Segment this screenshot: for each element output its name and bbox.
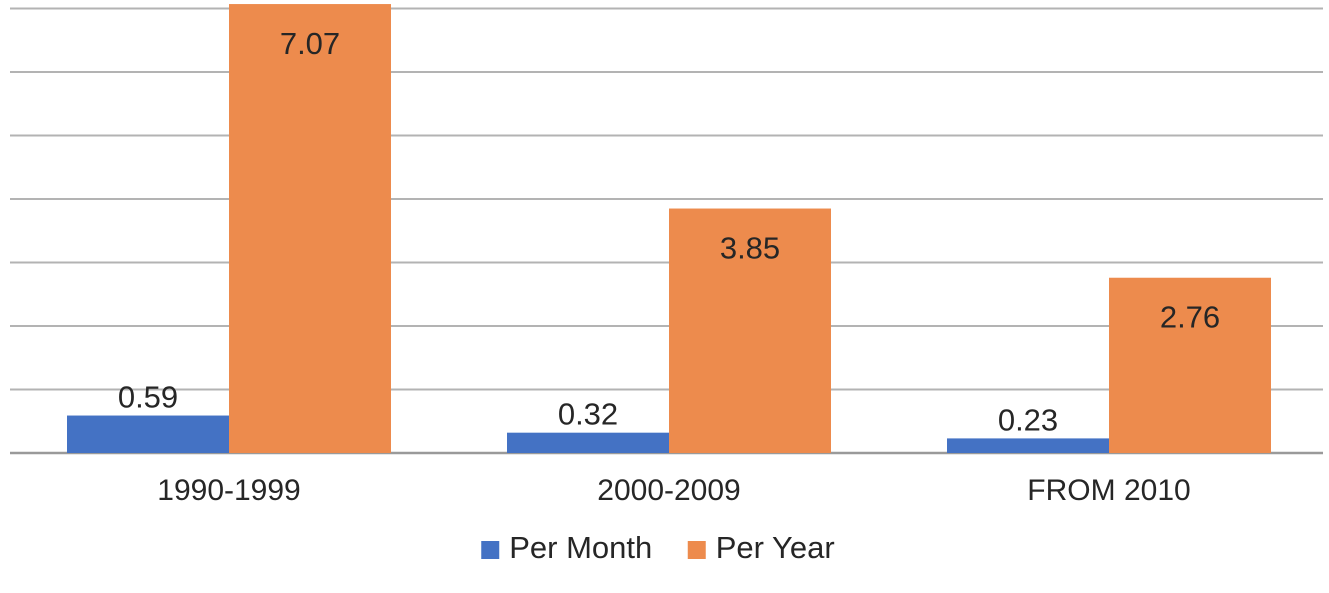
legend-item-per-year: Per Year xyxy=(687,530,835,565)
legend-item-per-month: Per Month xyxy=(481,530,652,565)
data-label-per-year-2: 3.85 xyxy=(720,231,780,266)
legend: Per Month Per Year xyxy=(481,530,835,565)
x-axis-tick-labels: 1990-1999 2000-2009 FROM 2010 xyxy=(157,474,1190,507)
bar-per-year-2 xyxy=(669,208,831,453)
legend-swatch xyxy=(481,541,500,559)
data-label-per-month-2: 0.32 xyxy=(558,397,618,432)
legend-label: Per Year xyxy=(716,530,835,565)
x-tick-label: FROM 2010 xyxy=(1027,474,1190,507)
data-label-per-year-3: 2.76 xyxy=(1160,300,1220,335)
bar-per-year-3 xyxy=(1109,277,1271,453)
x-tick-label: 2000-2009 xyxy=(597,474,740,507)
data-label-per-year-1: 7.07 xyxy=(280,26,340,61)
bar-per-month-2 xyxy=(507,432,669,453)
legend-swatch xyxy=(687,541,706,559)
legend-label: Per Month xyxy=(509,530,652,565)
data-label-per-month-1: 0.59 xyxy=(118,380,178,415)
bar-per-month-1 xyxy=(67,415,229,453)
x-tick-label: 1990-1999 xyxy=(157,474,300,507)
data-label-per-month-3: 0.23 xyxy=(998,402,1058,437)
data-labels: 0.59 7.07 0.32 3.85 0.23 2.76 xyxy=(118,26,1220,437)
bar-per-month-3 xyxy=(947,438,1109,453)
bars xyxy=(67,4,1271,454)
bar-per-year-1 xyxy=(229,4,391,454)
